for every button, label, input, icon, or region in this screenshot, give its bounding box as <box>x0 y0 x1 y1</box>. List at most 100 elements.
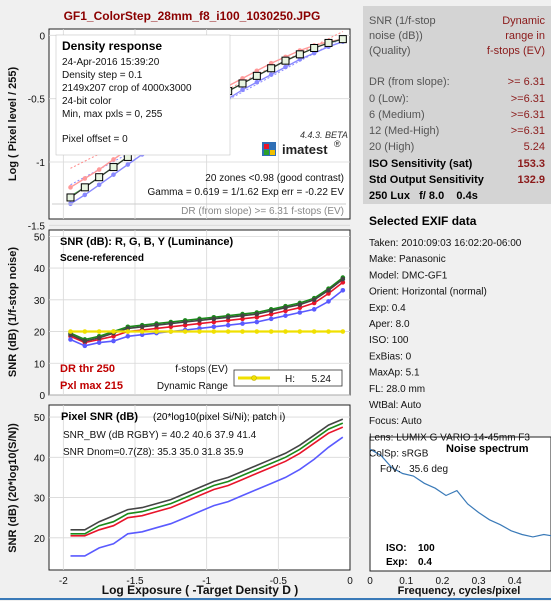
snr-title: SNR (dB): R, G, B, Y (Luminance) <box>60 236 233 248</box>
data-point <box>66 193 75 202</box>
exif-line: Orient: Horizontal (normal) <box>369 287 487 298</box>
density-info-line: 24-Apr-2016 15:39:20 <box>62 57 160 68</box>
svg-text:SNR (1/f-stop: SNR (1/f-stop <box>369 15 436 27</box>
pixel-snr-ylabel: SNR (dB) (20*log10(S/N)) <box>7 423 19 553</box>
data-point <box>283 305 288 311</box>
data-point <box>197 321 202 326</box>
y-tick-label: -1 <box>36 158 45 169</box>
snr-ylabel: SNR (dB) (1/f-stop noise) <box>7 247 19 377</box>
exif-line: Exp: 0.4 <box>369 303 406 314</box>
data-point <box>168 324 174 330</box>
svg-text:>= 6.31: >= 6.31 <box>508 76 545 88</box>
data-point <box>96 182 102 188</box>
svg-text:>=6.31: >=6.31 <box>511 125 545 137</box>
data-point <box>82 329 88 334</box>
data-point <box>268 329 274 334</box>
data-point <box>68 329 73 334</box>
pixel-snr-title: Pixel SNR (dB) <box>61 411 138 423</box>
dr-row: 6 (Medium) >=6.31 <box>369 109 545 121</box>
x-tick-label: 0.4 <box>508 576 522 587</box>
data-point <box>311 307 317 312</box>
svg-text:DR (from slope):: DR (from slope): <box>369 76 450 88</box>
y-tick-label: 30 <box>34 494 46 505</box>
pixel-snr-title-note: (20*log10(pixel Si/Ni); patch i) <box>153 412 285 423</box>
y-tick-label: 0 <box>39 391 45 402</box>
data-point <box>240 329 245 334</box>
density-title: Density response <box>62 39 162 53</box>
data-point <box>139 324 145 330</box>
snr-subtitle: Scene-referenced <box>60 253 144 264</box>
exif-line: ExBias: 0 <box>369 351 412 362</box>
std-output-sensitivity: Std Output Sensitivity 132.9 <box>369 174 545 186</box>
data-point <box>283 308 288 314</box>
data-point <box>95 173 104 182</box>
x-tick-label: -1.5 <box>126 576 144 587</box>
data-point <box>211 319 217 325</box>
data-point <box>82 343 88 349</box>
data-point <box>111 157 116 162</box>
data-point <box>268 308 274 314</box>
fov-label: FoV: 35.6 deg <box>380 464 448 475</box>
data-point <box>82 176 88 181</box>
data-point <box>168 321 174 326</box>
exif-line: Taken: 2010:09:03 16:02:20-06:00 <box>369 238 522 249</box>
density-info-line: Min, max pxls = 0, 255 <box>62 109 163 120</box>
exif-line: Model: DMC-GF1 <box>369 270 448 281</box>
data-point <box>295 50 304 59</box>
y-tick-label: 40 <box>34 453 46 464</box>
svg-text:noise (dB)): noise (dB)) <box>369 30 423 42</box>
gamma-note: Gamma = 0.619 = 1/1.62 Exp err = -0.22 E… <box>148 187 345 198</box>
data-point <box>111 172 116 177</box>
data-point <box>340 280 346 285</box>
svg-text:>=6.31: >=6.31 <box>511 93 545 105</box>
data-point <box>268 72 274 77</box>
data-point <box>211 324 217 330</box>
data-point <box>96 329 102 334</box>
svg-text:(Quality): (Quality) <box>369 45 411 57</box>
density-info-line: 24-bit color <box>62 96 112 107</box>
legend-h-label: H: <box>285 374 295 385</box>
x-tick-label: -2 <box>59 576 68 587</box>
data-point <box>96 335 102 341</box>
data-point <box>82 338 88 344</box>
sidebar-header: SNR (1/f-stop noise (dB)) (Quality) Dyna… <box>369 15 545 57</box>
svg-text:f-stops (EV): f-stops (EV) <box>487 45 545 57</box>
data-point <box>96 167 102 172</box>
data-point <box>326 291 331 296</box>
svg-text:®: ® <box>334 139 341 149</box>
data-point <box>225 314 231 320</box>
legend-fstops: f-stops (EV) <box>175 364 228 375</box>
data-point <box>338 35 347 44</box>
exif-line: WtBal: Auto <box>369 400 422 411</box>
svg-text:20 (High): 20 (High) <box>369 141 414 153</box>
dr-row: 12 (Med-High) >=6.31 <box>369 125 545 137</box>
series-line <box>70 289 344 347</box>
data-point <box>324 38 333 47</box>
data-point <box>283 64 288 70</box>
series-line <box>70 426 344 537</box>
y-tick-label: -1.5 <box>28 221 46 232</box>
data-point <box>125 333 131 339</box>
beta-label: 4.4.3. BETA <box>300 130 348 140</box>
data-point <box>68 185 73 190</box>
legend-dynamic-range: Dynamic Range <box>157 381 229 392</box>
x-tick-label: 0 <box>367 576 373 587</box>
y-tick-label: 0 <box>39 31 45 42</box>
file-title: GF1_ColorStep_28mm_f8_i100_1030250.JPG <box>64 9 321 23</box>
exposure-xlabel: Log Exposure ( -Target Density D ) <box>102 583 298 597</box>
exif-line: ColSp: sRGB <box>369 449 429 460</box>
data-point <box>225 322 231 328</box>
x-tick-label: 0 <box>347 576 353 587</box>
svg-text:Dynamic: Dynamic <box>502 15 545 27</box>
data-point <box>297 302 303 307</box>
data-point <box>340 287 346 293</box>
data-point <box>326 329 331 334</box>
data-point <box>125 162 131 167</box>
svg-text:>=6.31: >=6.31 <box>511 109 545 121</box>
data-point <box>68 332 73 338</box>
data-point <box>252 71 261 80</box>
legend-h-value: 5.24 <box>312 374 332 385</box>
data-point <box>240 316 245 322</box>
svg-text:132.9: 132.9 <box>517 174 545 186</box>
